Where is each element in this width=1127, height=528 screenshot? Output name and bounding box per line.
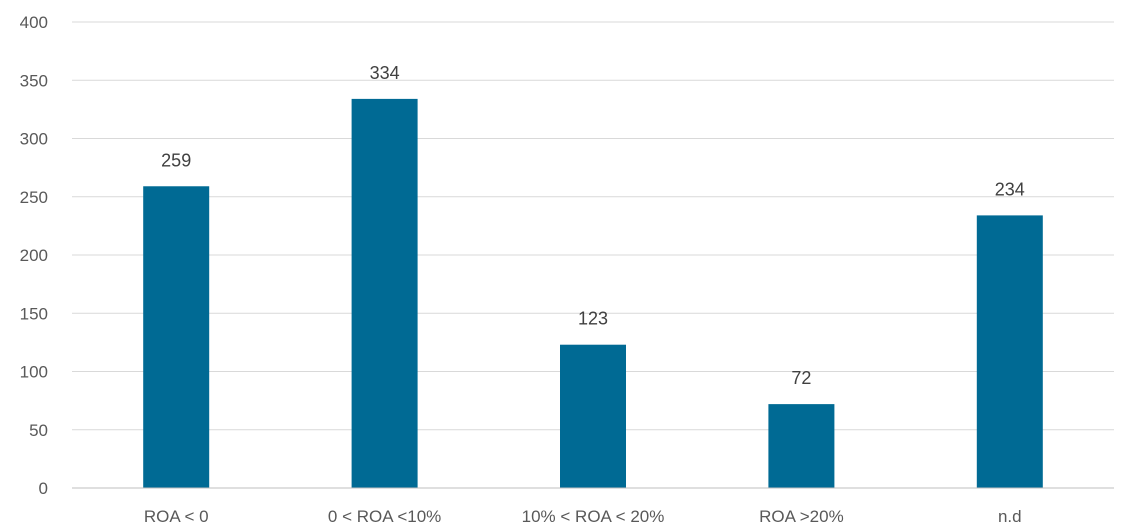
- bars: [143, 98, 1043, 488]
- bar: [143, 186, 210, 488]
- y-tick-label: 100: [20, 363, 48, 382]
- y-tick-label: 300: [20, 130, 48, 149]
- y-tick-label: 200: [20, 246, 48, 265]
- bar: [768, 404, 835, 488]
- x-tick-label: ROA < 0: [144, 507, 209, 526]
- gridlines: [72, 21, 1114, 431]
- x-tick-label: ROA >20%: [759, 507, 844, 526]
- x-tick-label: 10% < ROA < 20%: [522, 507, 665, 526]
- bar-value-label: 259: [161, 150, 191, 170]
- x-tick-label: 0 < ROA <10%: [328, 507, 441, 526]
- x-tick-label: n.d: [998, 507, 1022, 526]
- bar-value-label: 72: [791, 368, 811, 388]
- bar-value-label: 123: [578, 309, 608, 329]
- bar-value-label: 334: [370, 63, 400, 83]
- y-tick-label: 50: [29, 421, 48, 440]
- bar: [976, 215, 1043, 488]
- y-axis-ticks: 0 50 100 150 200 250 300 350 400: [20, 13, 48, 498]
- y-tick-label: 0: [39, 479, 48, 498]
- y-tick-label: 400: [20, 13, 48, 32]
- data-labels: 259 334 123 72 234: [161, 63, 1025, 388]
- x-axis-ticks: ROA < 0 0 < ROA <10% 10% < ROA < 20% ROA >2…: [144, 507, 1022, 526]
- bar: [560, 344, 626, 488]
- y-tick-label: 250: [20, 188, 48, 207]
- bar: [351, 98, 418, 488]
- y-tick-label: 150: [20, 304, 48, 323]
- y-tick-label: 350: [20, 71, 48, 90]
- bar-value-label: 234: [995, 179, 1025, 199]
